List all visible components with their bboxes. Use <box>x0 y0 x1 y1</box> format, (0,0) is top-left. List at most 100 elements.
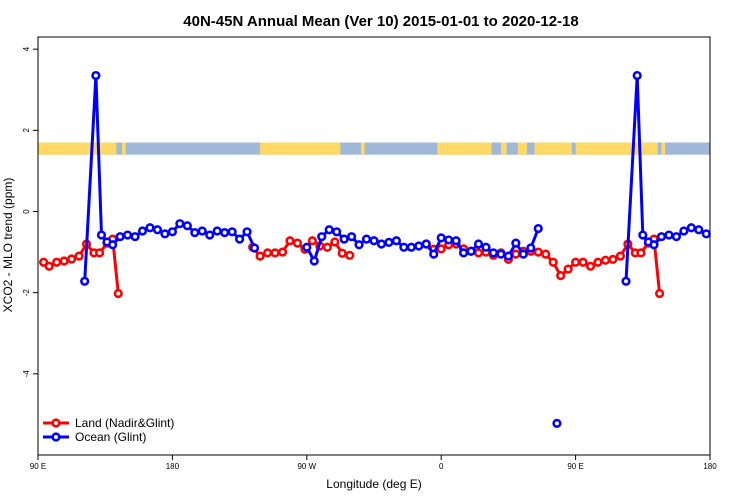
y-tick-label: -4 <box>22 370 31 378</box>
ocean-data-point <box>212 226 222 236</box>
ocean-data-point <box>436 233 446 243</box>
ocean-data-point <box>391 236 402 246</box>
ocean-data-point <box>130 232 140 242</box>
ocean-data-point <box>451 236 461 246</box>
ocean-data-point <box>694 225 704 235</box>
ocean-series-line <box>83 74 256 282</box>
series-layer <box>38 70 711 428</box>
ocean-data-point <box>347 232 357 242</box>
land-data-point <box>654 288 665 299</box>
x-axis: 90 E 180 90 W 0 90 E 180 <box>30 455 717 471</box>
land-data-point <box>563 264 573 274</box>
ocean-series <box>80 70 711 428</box>
y-axis-label: XCO2 - MLO trend (ppm) <box>1 178 15 313</box>
land-band-segment <box>575 142 658 155</box>
y-tick-label: 2 <box>22 128 31 133</box>
ocean-data-point <box>182 221 192 231</box>
x-tick-label: 0 <box>439 462 444 471</box>
ocean-data-point <box>137 226 148 236</box>
land-data-point <box>541 249 551 259</box>
ocean-data-point <box>235 234 245 244</box>
ocean-data-point <box>679 226 689 236</box>
ocean-data-point <box>533 223 543 234</box>
ocean-data-point <box>429 249 439 259</box>
land-data-point <box>113 288 123 299</box>
ocean-data-point <box>664 230 674 240</box>
ocean-data-point <box>671 232 682 242</box>
ocean-data-point <box>421 239 431 249</box>
land-data-point <box>556 271 566 281</box>
ocean-data-point <box>332 227 342 237</box>
ocean-data-point <box>108 240 118 250</box>
land-data-point <box>585 261 596 271</box>
ocean-data-point <box>621 276 631 286</box>
land-data-point <box>285 236 295 246</box>
x-tick-label: 180 <box>703 462 717 471</box>
land-data-point <box>52 257 62 267</box>
x-tick-label: 90 E <box>30 462 46 471</box>
land-data-point <box>578 257 588 267</box>
ocean-data-point <box>552 418 562 428</box>
ocean-data-point <box>80 276 90 286</box>
ocean-data-point <box>339 234 349 244</box>
ocean-data-point <box>152 225 163 235</box>
x-tick-label: 180 <box>166 462 180 471</box>
ocean-data-point <box>324 225 334 235</box>
land-data-point <box>74 251 84 261</box>
land-data-point <box>337 248 347 258</box>
land-band-segment <box>360 142 365 155</box>
y-tick-label: 4 <box>22 46 31 51</box>
ocean-data-point <box>466 246 476 256</box>
legend: Land (Nadir&Glint)Ocean (Glint) <box>43 416 174 444</box>
ocean-data-point <box>473 239 484 249</box>
ocean-data-point <box>249 243 260 253</box>
ocean-data-point <box>205 230 215 240</box>
ocean-data-point <box>197 226 207 236</box>
land-data-point <box>330 237 340 247</box>
ocean-data-point <box>656 232 667 242</box>
ocean-data-point <box>309 256 319 266</box>
land-data-point <box>38 257 49 267</box>
ocean-data-point <box>632 70 642 81</box>
ocean-data-point <box>399 242 409 252</box>
ocean-data-point <box>302 242 312 252</box>
land-band-segment <box>517 142 528 155</box>
chart-title: 40N-45N Annual Mean (Ver 10) 2015-01-01 … <box>183 13 578 30</box>
land-band-segment <box>437 142 492 155</box>
land-band-segment <box>260 142 341 155</box>
land-band-segment <box>500 142 507 155</box>
land-data-point <box>66 254 77 264</box>
ocean-data-point <box>638 230 648 240</box>
ocean-data-point <box>686 223 696 233</box>
land-data-point <box>533 247 543 257</box>
plot-frame <box>37 36 711 456</box>
land-data-point <box>270 248 280 258</box>
land-band-segment <box>38 142 117 155</box>
legend-marker <box>51 418 61 428</box>
ocean-data-point <box>414 241 424 251</box>
ocean-data-point <box>503 251 514 261</box>
land-data-point <box>636 248 646 258</box>
land-data-point <box>292 238 303 248</box>
land-data-point <box>608 254 618 264</box>
land-series <box>38 234 665 299</box>
ocean-data-point <box>354 240 364 250</box>
land-data-point <box>255 251 265 261</box>
ocean-data-point <box>115 232 125 242</box>
land-data-point <box>511 249 521 259</box>
ocean-data-point <box>160 229 170 239</box>
ocean-data-point <box>242 227 252 237</box>
legend-marker <box>51 432 61 442</box>
land-data-point <box>322 242 332 252</box>
ocean-data-point <box>488 248 499 258</box>
ocean-data-point <box>227 227 237 237</box>
x-axis-label: Longitude (deg E) <box>326 477 421 491</box>
land-data-point <box>600 255 611 265</box>
ocean-data-point <box>175 219 185 229</box>
ocean-data-point <box>145 223 155 233</box>
legend-label: Ocean (Glint) <box>75 430 146 444</box>
legend-item-land: Land (Nadir&Glint) <box>43 416 174 430</box>
land-band-segment <box>661 142 666 155</box>
x-tick-label: 90 W <box>297 462 316 471</box>
